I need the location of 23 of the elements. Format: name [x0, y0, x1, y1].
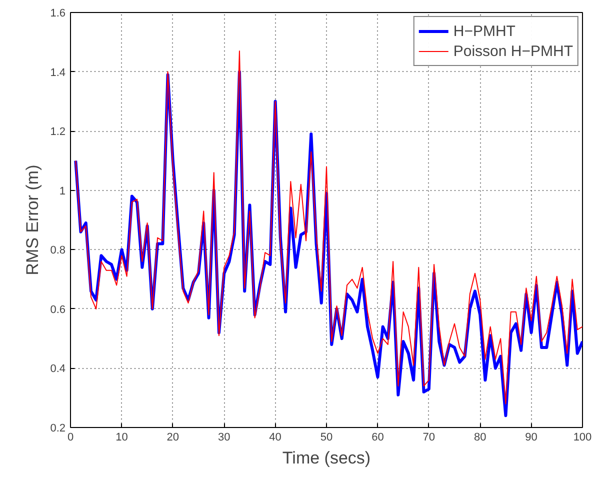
y-tick-label: 1.4	[50, 66, 66, 79]
x-tick-label: 70	[422, 432, 436, 444]
legend-label: Poisson H−PMHT	[453, 42, 573, 60]
x-tick-label: 60	[372, 432, 384, 444]
x-tick-label: 100	[573, 432, 592, 444]
y-axis-title: RMS Error (m)	[23, 164, 42, 276]
x-tick-label: 30	[218, 432, 230, 444]
y-tick-label: 1.6	[50, 8, 66, 20]
x-tick-label: 0	[67, 432, 74, 444]
legend-label: H−PMHT	[453, 22, 516, 40]
x-tick-label: 20	[166, 432, 180, 444]
y-tick-label: 1.2	[50, 126, 66, 138]
x-tick-label: 10	[116, 432, 128, 444]
x-tick-label: 90	[525, 432, 538, 444]
y-tick-label: 0.8	[50, 244, 66, 257]
x-axis-title: Time (secs)	[282, 448, 371, 468]
y-tick-label: 0.4	[50, 363, 66, 376]
y-tick-label: 0.2	[50, 422, 66, 434]
x-tick-label: 50	[320, 432, 333, 444]
x-tick-label: 40	[269, 432, 282, 444]
x-tick-label: 80	[474, 432, 486, 444]
y-tick-label: 0.6	[50, 304, 66, 316]
y-tick-label: 1	[59, 185, 66, 198]
